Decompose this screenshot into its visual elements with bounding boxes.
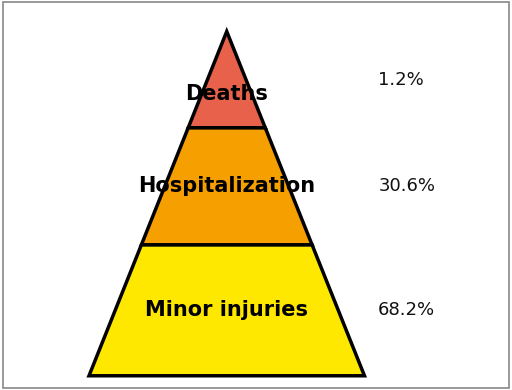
Polygon shape xyxy=(141,128,312,245)
Text: Hospitalization: Hospitalization xyxy=(138,176,315,197)
Text: Minor injuries: Minor injuries xyxy=(145,300,308,320)
Text: 30.6%: 30.6% xyxy=(378,177,435,195)
Polygon shape xyxy=(188,32,265,128)
Text: 1.2%: 1.2% xyxy=(378,71,424,89)
Text: Deaths: Deaths xyxy=(185,84,268,104)
Text: 68.2%: 68.2% xyxy=(378,301,435,319)
Polygon shape xyxy=(89,245,365,376)
